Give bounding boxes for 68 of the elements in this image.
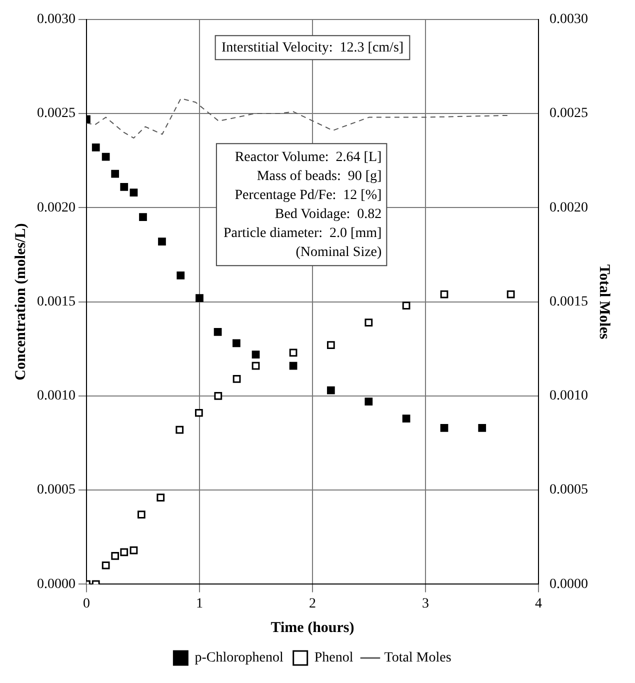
y2-tick-label: 0.0020 <box>550 200 588 216</box>
point <box>402 414 410 422</box>
y-tick-label: 0.0005 <box>37 482 76 498</box>
y2-tick-label: 0.0005 <box>550 482 588 498</box>
point <box>214 392 222 400</box>
y2-tick-label: 0.0030 <box>550 12 588 28</box>
point <box>364 398 373 406</box>
annotation: Mass of beads: 90 [g] <box>256 168 382 184</box>
x-tick-label: 4 <box>535 596 542 612</box>
point <box>478 424 486 432</box>
x-axis-title: Time (hours) <box>270 620 354 636</box>
y2-tick-label: 0.0000 <box>550 576 588 592</box>
y-axis-title: Concentration (moles/L) <box>12 223 29 380</box>
x-tick-label: 1 <box>196 596 203 612</box>
line-series <box>86 98 510 139</box>
point <box>120 183 128 191</box>
annotation: (Nominal Size) <box>296 244 382 260</box>
legend-label: Total Moles <box>384 650 452 666</box>
point <box>214 328 222 336</box>
point <box>289 348 298 357</box>
point <box>440 424 448 432</box>
annotation: Percentage Pd/Fe: 12 [%] <box>234 188 382 203</box>
point <box>139 213 147 222</box>
y2-tick-label: 0.0010 <box>550 388 588 404</box>
point <box>232 375 241 383</box>
y-tick-label: 0.0025 <box>37 106 76 122</box>
legend-label: Phenol <box>314 650 354 666</box>
point <box>158 238 166 246</box>
y-tick-label: 0.0020 <box>37 200 76 216</box>
annotation: Bed Voidage: 0.82 <box>274 206 382 222</box>
point <box>196 294 204 302</box>
annotation: Particle diameter: 2.0 [mm] <box>223 226 382 241</box>
point <box>130 188 138 197</box>
y-tick-label: 0.0030 <box>37 12 76 28</box>
y-tick-label: 0.0015 <box>37 294 76 310</box>
y2-tick-label: 0.0025 <box>550 106 588 122</box>
point <box>111 170 120 178</box>
point <box>130 546 138 554</box>
point <box>176 272 185 280</box>
point <box>289 362 298 370</box>
point <box>232 339 240 348</box>
point <box>102 152 110 161</box>
point <box>326 341 335 350</box>
point <box>137 510 146 518</box>
point <box>120 548 128 556</box>
annotation: Reactor Volume: 2.64 [L] <box>234 150 382 165</box>
point <box>440 290 448 298</box>
x-tick-label: 2 <box>309 596 316 612</box>
y-tick-label: 0.0000 <box>37 576 76 592</box>
point <box>176 426 184 434</box>
y2-axis-title: Total Moles <box>596 264 612 340</box>
point <box>111 552 120 560</box>
point <box>364 318 373 326</box>
x-tick-label: 3 <box>422 596 429 612</box>
point <box>156 494 165 502</box>
point <box>252 350 260 358</box>
y-tick-label: 0.0010 <box>37 388 76 404</box>
point <box>195 408 203 417</box>
point <box>326 386 335 394</box>
x-tick-label: 0 <box>83 596 90 612</box>
point <box>252 362 260 370</box>
y2-tick-label: 0.0015 <box>550 294 588 310</box>
point <box>402 302 410 310</box>
annotation: Interstitial Velocity: 12.3 [cm/s] <box>221 40 404 56</box>
point <box>92 143 100 152</box>
point <box>506 290 515 298</box>
legend-label: p-Chlorophenol <box>194 650 284 666</box>
point <box>102 561 110 570</box>
